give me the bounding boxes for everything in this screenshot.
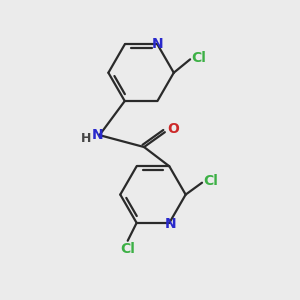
Text: N: N xyxy=(92,128,104,142)
Text: Cl: Cl xyxy=(192,51,206,65)
Text: H: H xyxy=(81,132,91,145)
Text: N: N xyxy=(152,38,163,51)
Text: Cl: Cl xyxy=(120,242,135,256)
Text: Cl: Cl xyxy=(203,174,218,188)
Text: O: O xyxy=(167,122,179,136)
Text: N: N xyxy=(165,218,177,231)
